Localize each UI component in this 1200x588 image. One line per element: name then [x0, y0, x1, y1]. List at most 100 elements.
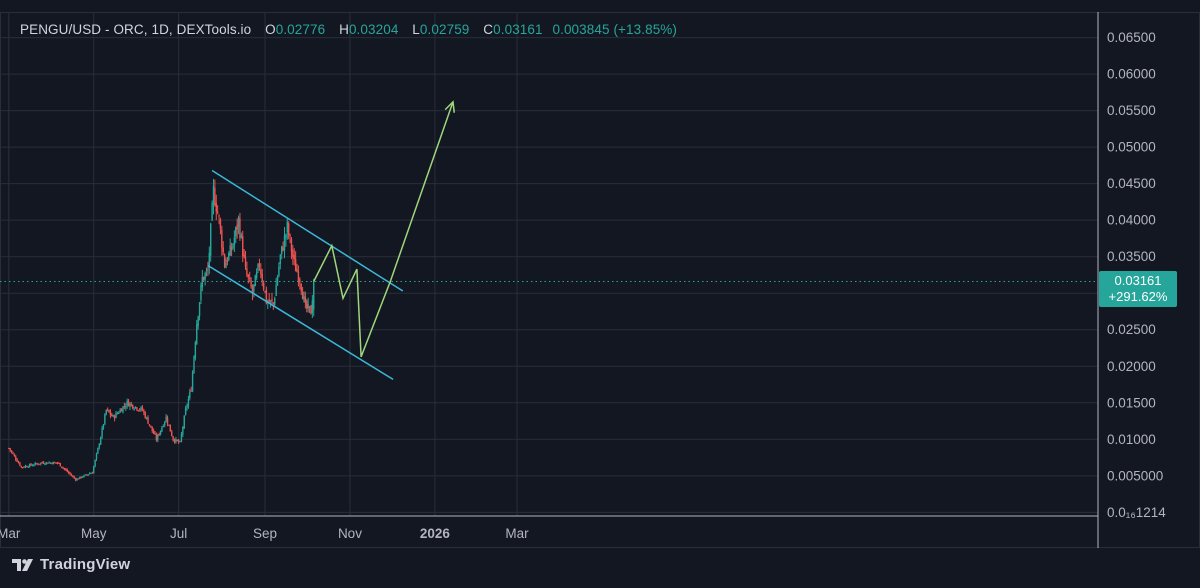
- candle-body: [34, 463, 36, 465]
- candle-body: [279, 254, 282, 265]
- candle-body: [250, 280, 252, 288]
- candle-body: [183, 415, 185, 429]
- candle-body: [51, 462, 53, 464]
- candle-body: [147, 417, 149, 424]
- candle-body: [113, 415, 116, 419]
- candle-body: [79, 476, 81, 479]
- candle-body: [248, 277, 251, 280]
- candle-body: [218, 215, 220, 217]
- candle-body: [63, 468, 66, 470]
- candle-body: [236, 224, 238, 230]
- candle-body: [136, 407, 138, 410]
- candle-body: [176, 439, 178, 441]
- candle-body: [59, 462, 62, 467]
- candle-body: [77, 478, 80, 480]
- candle-body: [237, 217, 240, 227]
- symbol-title: PENGU/USD - ORC, 1D, DEXTools.io: [20, 22, 252, 37]
- y-tick-label: 0.02000: [1107, 359, 1156, 374]
- candle-body: [40, 462, 42, 464]
- candle-body: [212, 185, 215, 205]
- tradingview-logo-icon: [12, 558, 33, 571]
- candle-body: [152, 430, 155, 434]
- candle-body: [70, 474, 73, 476]
- tradingview-logo[interactable]: TradingView: [12, 556, 130, 573]
- x-tick-label: Sep: [253, 526, 277, 541]
- last-price-value: 0.03161: [1114, 273, 1162, 289]
- candle-body: [42, 462, 45, 464]
- candle-body: [87, 474, 89, 476]
- candle-body: [229, 245, 231, 256]
- candle-body: [104, 414, 106, 425]
- candle-body: [228, 253, 230, 260]
- tradingview-brand: TradingView: [40, 556, 131, 573]
- candle-body: [222, 247, 224, 253]
- candle-body: [140, 407, 142, 410]
- candle-body: [109, 411, 112, 416]
- candle-body: [111, 414, 113, 417]
- candle-body: [184, 408, 187, 415]
- candle-body: [95, 453, 98, 460]
- y-tick-label: 0.05500: [1107, 103, 1156, 118]
- x-tick-label: Nov: [338, 526, 362, 541]
- candle-body: [35, 463, 38, 465]
- candle-body: [52, 461, 55, 465]
- candle-body: [151, 426, 153, 431]
- candle-body: [61, 466, 63, 468]
- candle-body: [286, 221, 288, 233]
- candle-body: [83, 475, 85, 478]
- candle-body: [16, 459, 18, 462]
- candle-body: [49, 462, 52, 464]
- candle-body: [74, 478, 77, 481]
- channel-upper-line: [211, 169, 404, 292]
- candle-body: [38, 463, 41, 465]
- candle-body: [290, 239, 293, 252]
- candle-body: [180, 433, 183, 442]
- candle-body: [274, 297, 276, 305]
- candle-body: [297, 271, 300, 282]
- candle-body: [313, 281, 315, 310]
- candle-body: [242, 236, 244, 257]
- x-tick-label: May: [81, 526, 107, 541]
- candle-body: [271, 299, 273, 302]
- candle-body: [62, 467, 64, 469]
- candle-body: [246, 268, 248, 275]
- candle-body: [80, 476, 82, 478]
- candle-body: [173, 440, 176, 442]
- candle-body: [299, 279, 301, 283]
- candle-body: [193, 356, 195, 373]
- candle-body: [276, 276, 279, 285]
- candle-body: [88, 473, 91, 475]
- x-tick-label: Mar: [505, 526, 529, 541]
- candle-body: [23, 466, 25, 468]
- y-tick-label: 0.01000: [1107, 432, 1156, 447]
- ohlc-legend: PENGU/USD - ORC, 1D, DEXTools.io O0.0277…: [20, 22, 677, 37]
- candle-body: [155, 434, 158, 441]
- candle-body: [69, 472, 71, 475]
- candle-body: [278, 266, 280, 276]
- candle-body: [289, 234, 291, 237]
- candle-body: [268, 299, 270, 303]
- candle-body: [132, 404, 134, 409]
- candle-body: [12, 452, 14, 454]
- y-tick-label: 0.05000: [1107, 140, 1156, 155]
- candle-body: [310, 305, 312, 315]
- candle-body: [303, 296, 305, 302]
- low-value: 0.02759: [419, 22, 470, 37]
- last-price-change: +291.62%: [1108, 289, 1168, 305]
- candle-body: [164, 421, 166, 426]
- candle-body: [247, 274, 249, 278]
- candle-body: [122, 406, 124, 413]
- candle-body: [10, 450, 13, 452]
- candle-body: [159, 430, 162, 435]
- candle-body: [154, 433, 156, 435]
- candle-body: [158, 434, 160, 436]
- candle-body: [150, 425, 152, 427]
- candle-body: [307, 304, 309, 309]
- candle-body: [94, 459, 96, 467]
- candle-body: [177, 440, 180, 443]
- candle-body: [306, 300, 308, 309]
- candle-body: [31, 465, 34, 467]
- candle-body: [115, 412, 117, 419]
